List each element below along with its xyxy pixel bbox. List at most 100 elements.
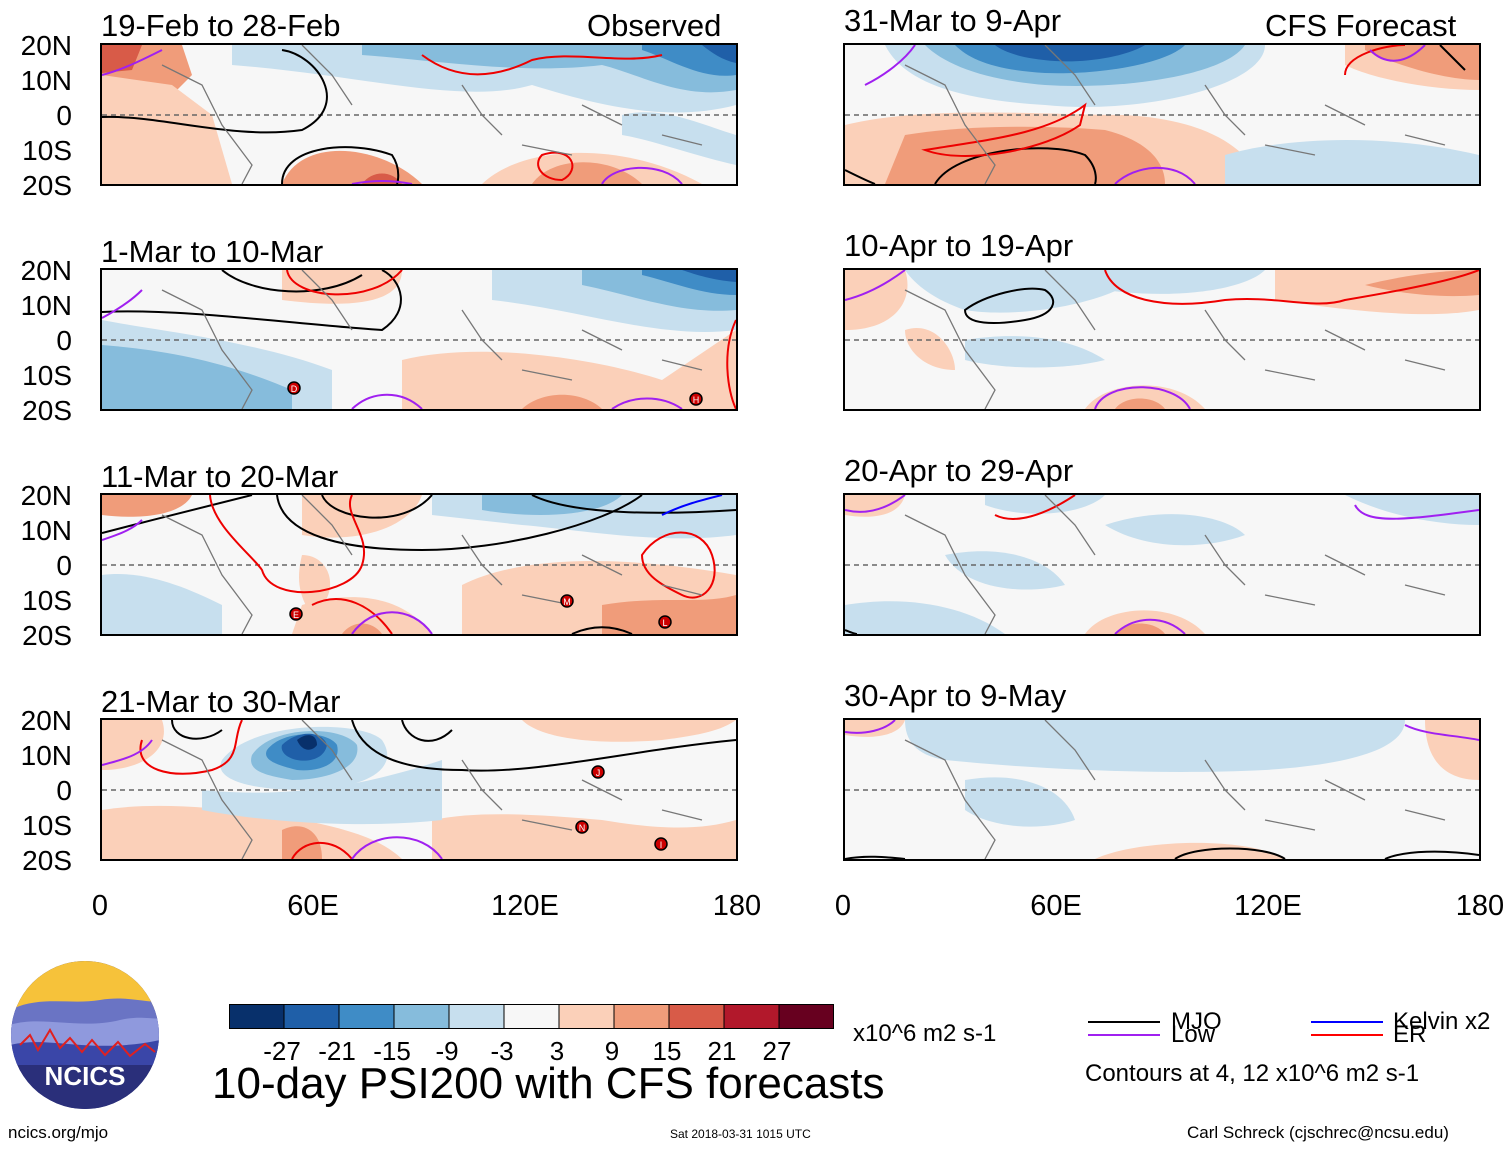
legend-label-kelvin: Kelvin x2 [1393, 1008, 1491, 1035]
lat-label: 10N [20, 290, 72, 321]
panel-title-fcst-2: 10-Apr to 19-Apr [844, 228, 1074, 263]
svg-text:M: M [563, 597, 571, 607]
map-panel-observed-4: J N I [100, 718, 738, 861]
lon-label: 120E [491, 890, 559, 922]
colorbar-tick-label: -15 [373, 1036, 411, 1066]
lon-label: 0 [91, 890, 109, 922]
storm-marker: D [287, 381, 301, 395]
lat-label: 10N [20, 65, 72, 96]
legend-line-low [1088, 1034, 1160, 1036]
colorbar-tick-label: 3 [549, 1036, 565, 1066]
cfs-forecast-label: CFS Forecast [1265, 8, 1457, 43]
lon-label: 60E [287, 890, 339, 922]
storm-marker: N [575, 820, 589, 834]
storm-marker: E [289, 607, 303, 621]
colorbar [228, 1004, 835, 1029]
lat-label: 20S [22, 620, 72, 651]
colorbar-tick-label: -21 [318, 1036, 356, 1066]
panel-title-fcst-1: 31-Mar to 9-Apr [844, 3, 1062, 38]
source-url[interactable]: ncics.org/mjo [8, 1123, 109, 1142]
storm-marker: H [689, 392, 703, 406]
logo-text: NCICS [45, 1061, 126, 1091]
svg-text:J: J [596, 768, 601, 778]
map-panel-forecast-4 [843, 718, 1481, 861]
map-panel-observed-2: D H [100, 268, 738, 411]
timestamp: Sat 2018-03-31 1015 UTC [670, 1127, 811, 1141]
colorbar-tick-label: -27 [263, 1036, 301, 1066]
lat-label: 0 [56, 775, 72, 806]
lat-label: 10S [22, 135, 72, 166]
lat-label: 20N [20, 480, 72, 511]
svg-text:H: H [693, 395, 700, 405]
legend-line-mjo [1088, 1021, 1160, 1023]
colorbar-tick-label: 9 [604, 1036, 620, 1066]
ncics-logo: NCICS [10, 960, 160, 1110]
colorbar-border [229, 1004, 834, 1029]
figure-title: 10-day PSI200 with CFS forecasts [212, 1059, 885, 1108]
lon-label: 0 [834, 890, 852, 922]
lat-label: 20N [20, 30, 72, 61]
storm-marker: J [591, 765, 605, 779]
panel-title-fcst-3: 20-Apr to 29-Apr [844, 453, 1074, 488]
colorbar-swatch [229, 1004, 285, 1029]
map-panel-observed-1 [100, 43, 738, 186]
lon-label: 120E [1234, 890, 1302, 922]
lat-label: 0 [56, 550, 72, 581]
panel-title-obs-3: 11-Mar to 20-Mar [101, 459, 339, 494]
map-panel-forecast-3 [843, 493, 1481, 636]
lon-label: 180 [712, 890, 762, 922]
contour-note: Contours at 4, 12 x10^6 m2 s-1 [1085, 1060, 1420, 1087]
lat-label: 20N [20, 705, 72, 736]
colorbar-swatch [449, 1004, 505, 1029]
colorbar-swatch [394, 1004, 450, 1029]
legend-label-low: Low [1171, 1021, 1216, 1048]
colorbar-tick-label: -9 [435, 1036, 459, 1066]
svg-text:N: N [579, 823, 586, 833]
colorbar-units: x10^6 m2 s-1 [853, 1020, 997, 1047]
lat-label: 20S [22, 845, 72, 876]
colorbar-swatch [669, 1004, 725, 1029]
svg-text:I: I [660, 840, 663, 850]
lat-label: 0 [56, 100, 72, 131]
colorbar-swatch [284, 1004, 340, 1029]
observed-label: Observed [587, 8, 722, 43]
storm-marker: L [658, 615, 672, 629]
colorbar-tick-label: -3 [490, 1036, 514, 1066]
storm-marker: M [560, 594, 574, 608]
lat-label: 10N [20, 740, 72, 771]
lat-label: 20N [20, 255, 72, 286]
svg-text:E: E [293, 610, 299, 620]
lat-label: 10S [22, 360, 72, 391]
lon-label: 180 [1455, 890, 1505, 922]
lat-label: 20S [22, 170, 72, 201]
storm-marker: I [654, 837, 668, 851]
panel-title-obs-2: 1-Mar to 10-Mar [101, 234, 324, 269]
colorbar-tick-label: 27 [762, 1036, 792, 1066]
panel-title-obs-4: 21-Mar to 30-Mar [101, 684, 341, 719]
panel-title-fcst-4: 30-Apr to 9-May [844, 678, 1067, 713]
colorbar-swatch [504, 1004, 560, 1029]
colorbar-swatch [339, 1004, 395, 1029]
colorbar-tick-label: 15 [652, 1036, 682, 1066]
colorbar-tick-label: 21 [707, 1036, 737, 1066]
legend-line-er [1311, 1034, 1383, 1036]
legend-label-er: ER [1393, 1021, 1427, 1048]
credit: Carl Schreck (cjschrec@ncsu.edu) [1187, 1123, 1449, 1142]
legend-line-kelvin [1311, 1021, 1383, 1023]
map-panel-observed-3: E M L [100, 493, 738, 636]
colorbar-swatch [614, 1004, 670, 1029]
panel-title-obs-1: 19-Feb to 28-Feb [101, 8, 341, 43]
lat-label: 10N [20, 515, 72, 546]
map-panel-forecast-2 [843, 268, 1481, 411]
legend-label-mjo: MJO [1171, 1008, 1222, 1035]
map-panel-forecast-1 [843, 43, 1481, 186]
colorbar-swatch [779, 1004, 835, 1029]
colorbar-swatch [559, 1004, 615, 1029]
lat-label: 0 [56, 325, 72, 356]
svg-text:D: D [291, 384, 298, 394]
lat-label: 10S [22, 810, 72, 841]
lat-label: 20S [22, 395, 72, 426]
svg-text:L: L [662, 618, 667, 628]
colorbar-swatch [724, 1004, 780, 1029]
lat-label: 10S [22, 585, 72, 616]
